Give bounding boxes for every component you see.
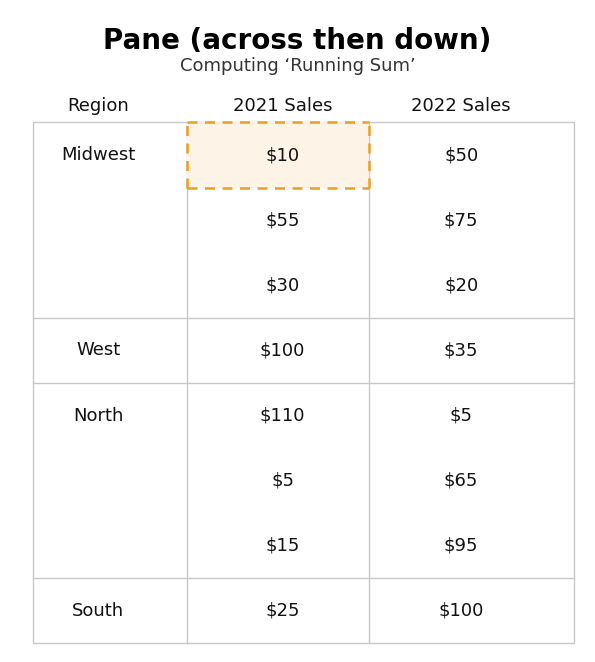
- Text: $100: $100: [439, 602, 484, 620]
- Text: $35: $35: [444, 342, 478, 359]
- Text: 2022 Sales: 2022 Sales: [411, 97, 511, 115]
- Text: $20: $20: [444, 276, 478, 295]
- Text: $100: $100: [260, 342, 305, 359]
- Text: South: South: [72, 602, 124, 620]
- Text: $30: $30: [265, 276, 300, 295]
- Text: $55: $55: [265, 211, 300, 229]
- Text: $65: $65: [444, 471, 478, 490]
- Text: $50: $50: [444, 146, 478, 164]
- Text: $5: $5: [271, 471, 294, 490]
- Text: $110: $110: [260, 406, 305, 424]
- Text: $25: $25: [265, 602, 300, 620]
- Text: Computing ‘Running Sum’: Computing ‘Running Sum’: [180, 57, 415, 75]
- Text: Pane (across then down): Pane (across then down): [104, 27, 491, 55]
- Text: $5: $5: [450, 406, 472, 424]
- Text: $15: $15: [265, 537, 300, 555]
- Text: $95: $95: [444, 537, 478, 555]
- Text: West: West: [76, 342, 120, 359]
- Text: $75: $75: [444, 211, 478, 229]
- Text: $10: $10: [265, 146, 300, 164]
- Text: Midwest: Midwest: [61, 146, 135, 164]
- Text: 2021 Sales: 2021 Sales: [233, 97, 333, 115]
- Text: North: North: [73, 406, 123, 424]
- Text: Region: Region: [67, 97, 129, 115]
